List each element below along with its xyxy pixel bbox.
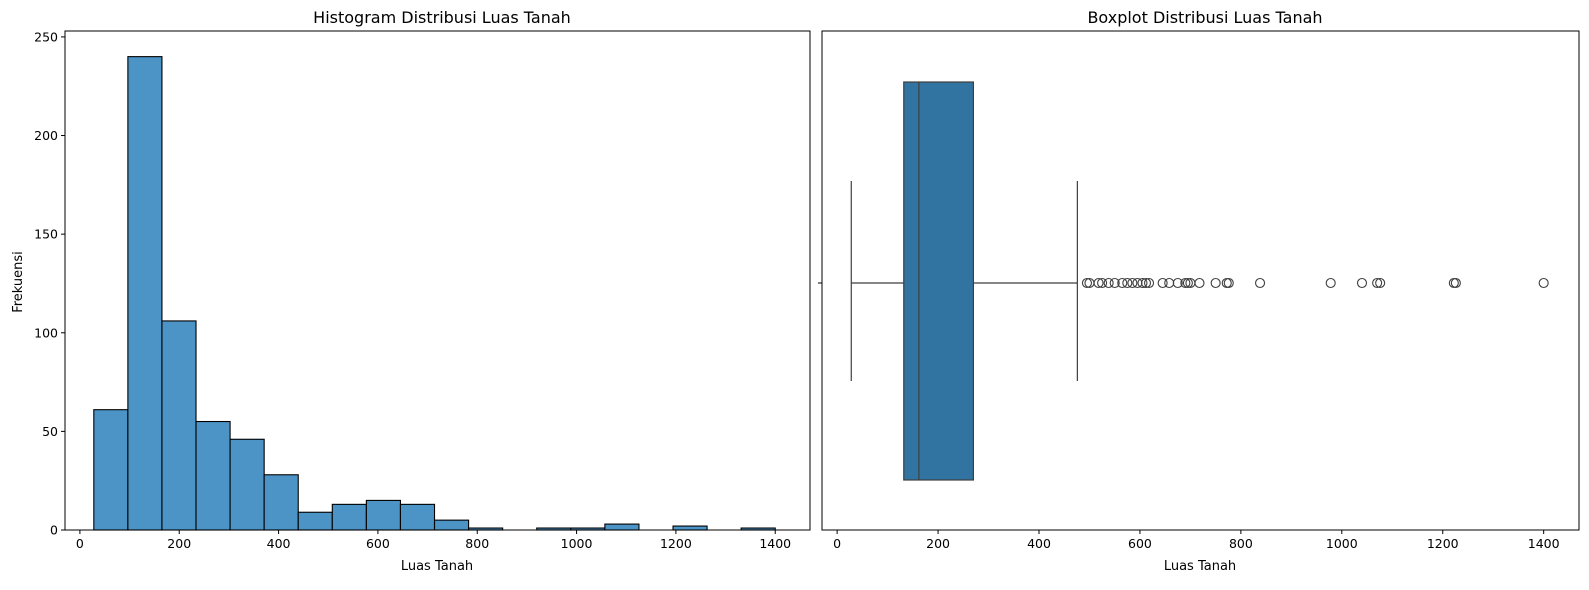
histogram-panel: Histogram Distribusi Luas Tanah 0 200 400 6… (11, 8, 811, 574)
histogram-x-label: Luas Tanah (401, 559, 473, 574)
histogram-x-tick-label: 1000 (561, 536, 593, 551)
boxplot-x-tick-label: 1200 (1427, 536, 1459, 551)
histogram-x-tick-label: 600 (366, 536, 390, 551)
boxplot-outlier-point (1450, 277, 1461, 289)
histogram-x-tick-label: 1200 (660, 536, 692, 551)
boxplot-outlier-point (1182, 277, 1193, 289)
histogram-y-tick-label: 250 (34, 29, 58, 44)
histogram-bar (229, 438, 265, 531)
histogram-bar (433, 519, 470, 531)
histogram-bar (161, 320, 197, 531)
boxplot-outlier-point (1137, 277, 1148, 289)
histogram-y-tick-label: 200 (34, 128, 58, 143)
histogram-bar (672, 525, 708, 531)
histogram-y-tick-label: 100 (34, 325, 58, 340)
histogram-bars (93, 56, 776, 531)
histogram-bar (93, 409, 129, 531)
boxplot-outlier-point (1372, 277, 1383, 289)
histogram-y-ticks: 0 50 100 150 200 250 (34, 29, 65, 538)
histogram-bar (365, 499, 401, 531)
histogram-y-tick-label: 50 (42, 424, 58, 439)
boxplot-outlier-point (1157, 277, 1168, 289)
boxplot-outlier-point (1117, 277, 1128, 289)
histogram-bar (604, 523, 640, 531)
histogram-x-tick-label: 800 (465, 536, 489, 551)
histogram-bar (127, 56, 163, 531)
boxplot-outliers (1081, 277, 1549, 289)
histogram-bar (195, 420, 231, 531)
boxplot-outlier-point (1109, 277, 1120, 289)
histogram-title: Histogram Distribusi Luas Tanah (313, 8, 571, 27)
histogram-x-tick-label: 400 (267, 536, 291, 551)
boxplot-outlier-point (1448, 277, 1459, 289)
boxplot-outlier-point (1081, 277, 1092, 289)
boxplot-outlier-point (1093, 277, 1104, 289)
boxplot-outlier-point (1127, 277, 1138, 289)
boxplot-outlier-point (1103, 277, 1114, 289)
histogram-x-tick-label: 200 (167, 536, 191, 551)
boxplot-x-tick-label: 400 (1027, 536, 1051, 551)
boxplot-outlier-point (1164, 277, 1175, 289)
boxplot-axes-frame (821, 30, 1580, 531)
boxplot-outlier-point (1143, 277, 1155, 289)
boxplot-title: Boxplot Distribusi Luas Tanah (1087, 8, 1322, 27)
histogram-y-tick-label: 0 (50, 523, 58, 538)
boxplot-outlier-point (1325, 277, 1336, 289)
histogram-bar (331, 503, 367, 531)
histogram-axes-frame (64, 30, 811, 531)
boxplot-outlier-point (1097, 277, 1108, 289)
boxplot-x-ticks: 0 200 400 600 800 1000 1200 1400 (833, 530, 1560, 551)
histogram-y-label: Frekuensi (11, 251, 26, 313)
histogram-bar (263, 474, 299, 531)
boxplot-outlier-point (1122, 277, 1133, 289)
boxplot-outlier-point (1223, 277, 1234, 289)
boxplot-x-tick-label: 0 (833, 536, 841, 551)
boxplot-outlier-point (1538, 277, 1549, 289)
boxplot-outlier-point (1221, 277, 1232, 289)
boxplot-outlier-point (1194, 277, 1205, 289)
boxplot-body (850, 81, 1078, 481)
boxplot-outlier-point (1356, 277, 1368, 289)
boxplot-x-tick-label: 600 (1128, 536, 1152, 551)
boxplot-outlier-point (1140, 277, 1152, 289)
boxplot-x-tick-label: 200 (926, 536, 950, 551)
boxplot-outlier-point (1210, 277, 1221, 289)
boxplot-x-tick-label: 1400 (1528, 536, 1560, 551)
histogram-y-tick-label: 150 (34, 227, 58, 242)
boxplot-outlier-point (1375, 277, 1386, 289)
boxplot-x-label: Luas Tanah (1164, 559, 1236, 574)
histogram-x-tick-label: 1400 (759, 536, 791, 551)
boxplot-outlier-point (1180, 277, 1191, 289)
histogram-x-ticks: 0 200 400 600 800 1000 1200 1400 (76, 530, 791, 551)
boxplot-x-tick-label: 1000 (1326, 536, 1358, 551)
boxplot-outlier-point (1172, 277, 1183, 289)
histogram-bar (297, 511, 333, 531)
boxplot-x-tick-label: 800 (1229, 536, 1253, 551)
boxplot-outlier-point (1255, 277, 1266, 289)
boxplot-box (903, 81, 974, 481)
histogram-bar (399, 503, 436, 531)
histogram-x-tick-label: 0 (76, 536, 84, 551)
boxplot-panel: Boxplot Distribusi Luas Tanah 0 200 400 600… (818, 8, 1580, 574)
